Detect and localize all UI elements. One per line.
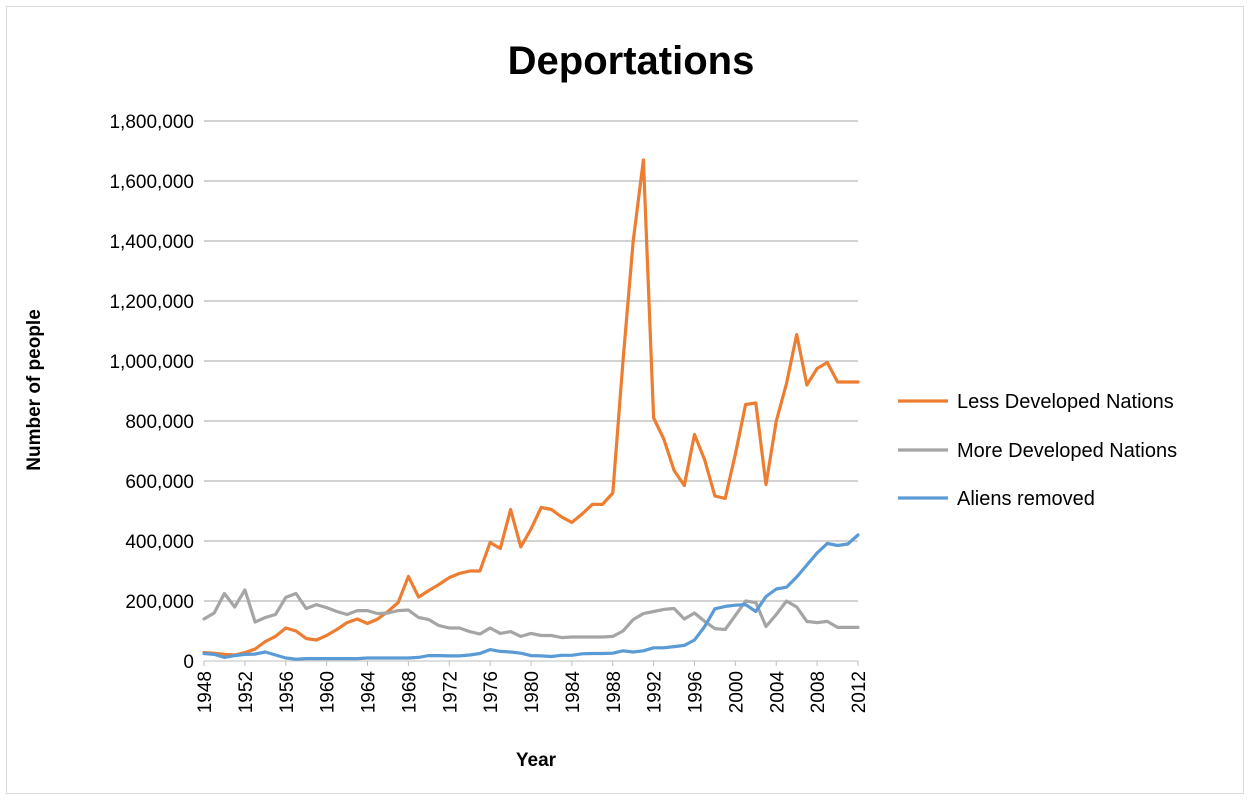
chart-frame <box>6 6 1244 794</box>
x-tick-label: 1960 <box>318 671 339 713</box>
x-axis-ticks: 1948 1952 1956 1960 1964 1968 1972 1976 1980 1984… <box>195 661 870 713</box>
legend-label-0: Less Developed Nations <box>957 391 1174 413</box>
x-tick-label: 2008 <box>808 671 829 713</box>
x-tick-label: 1984 <box>563 671 584 714</box>
legend-label-2: Aliens removed <box>957 488 1095 510</box>
x-tick-label: 2012 <box>849 671 870 713</box>
x-tick-label: 1968 <box>399 671 420 713</box>
x-axis-title: Year <box>516 750 557 771</box>
x-tick-label: 1992 <box>645 671 666 713</box>
x-tick-label: 1976 <box>481 671 502 713</box>
x-tick-label: 2004 <box>767 671 788 714</box>
x-tick-label: 1952 <box>236 671 257 713</box>
y-axis-ticks: 0 200,000 400,000 600,000 800,000 1,000,000 1,… <box>109 112 194 673</box>
y-axis-title: Number of people <box>24 309 45 471</box>
series-line-1 <box>202 588 860 640</box>
y-tick-label: 400,000 <box>125 532 194 553</box>
y-tick-label: 0 <box>183 652 194 673</box>
legend-label-1: More Developed Nations <box>957 440 1177 462</box>
y-tick-label: 800,000 <box>125 412 194 433</box>
y-tick-label: 600,000 <box>125 472 194 493</box>
series-line-0 <box>202 158 860 657</box>
series-line-2 <box>202 533 860 661</box>
x-tick-label: 1980 <box>522 671 543 713</box>
y-tick-label: 1,800,000 <box>109 112 194 133</box>
y-tick-label: 1,200,000 <box>109 292 194 313</box>
y-tick-label: 200,000 <box>125 592 194 613</box>
y-tick-label: 1,400,000 <box>109 232 194 253</box>
x-tick-label: 1996 <box>686 671 707 713</box>
x-tick-label: 1988 <box>604 671 625 713</box>
x-tick-label: 1948 <box>195 671 216 713</box>
chart-title: Deportations <box>508 39 755 83</box>
x-tick-label: 1972 <box>440 671 461 713</box>
x-tick-label: 1964 <box>359 671 380 714</box>
y-tick-label: 1,000,000 <box>109 352 194 373</box>
y-tick-label: 1,600,000 <box>109 172 194 193</box>
x-tick-label: 1956 <box>277 671 298 713</box>
series-lines <box>202 158 860 661</box>
legend: Less Developed Nations More Developed Nat… <box>898 391 1177 510</box>
x-tick-label: 2000 <box>726 671 747 713</box>
